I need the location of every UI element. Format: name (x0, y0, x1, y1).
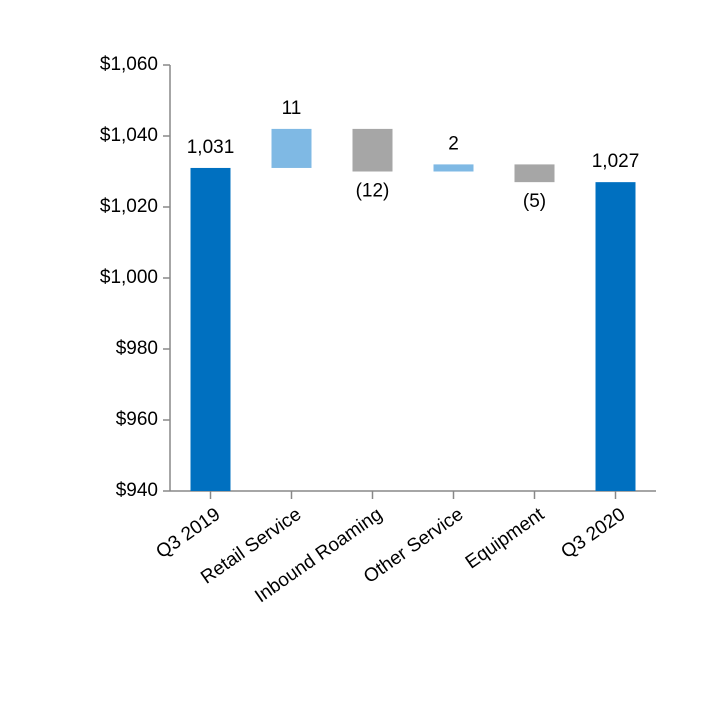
x-tick-label: Q3 2020 (557, 504, 629, 563)
bar (514, 164, 555, 183)
y-tick-label: $940 (116, 480, 158, 501)
y-tick-label: $1,000 (100, 267, 158, 288)
value-label: 2 (448, 133, 459, 154)
value-label: (12) (356, 181, 390, 202)
y-tick-label: $1,020 (100, 196, 158, 217)
bar (190, 167, 231, 491)
bar (271, 128, 312, 168)
value-label: (5) (523, 191, 546, 212)
y-tick-label: $1,060 (100, 54, 158, 75)
bar (352, 128, 393, 172)
value-label: 1,027 (592, 151, 640, 172)
y-tick-label: $1,040 (100, 125, 158, 146)
x-tick-label: Equipment (462, 504, 549, 574)
value-label: 11 (282, 98, 302, 119)
bar (433, 164, 474, 172)
value-label: 1,031 (187, 137, 235, 158)
bar (595, 182, 636, 491)
y-tick-label: $980 (116, 338, 158, 359)
y-tick-label: $960 (116, 409, 158, 430)
x-tick-label: Q3 2019 (152, 504, 224, 563)
